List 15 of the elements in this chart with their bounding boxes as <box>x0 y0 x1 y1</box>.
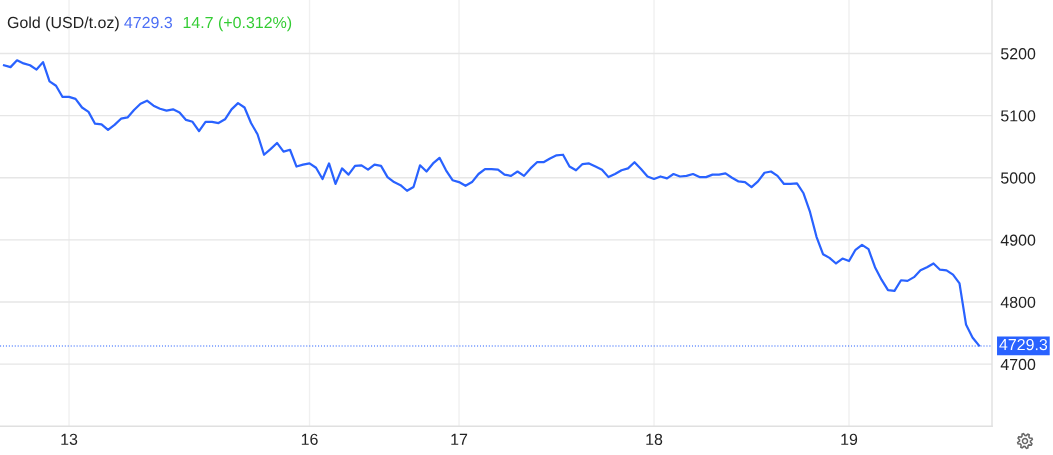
x-tick-label: 18 <box>646 433 663 445</box>
y-tick-label: 5100 <box>1000 110 1036 122</box>
y-tick-label: 4800 <box>1000 296 1036 308</box>
x-tick-label: 17 <box>451 433 468 445</box>
y-tick-label: 4900 <box>1000 234 1036 246</box>
y-tick-label: 5000 <box>1000 172 1036 184</box>
x-tick-label: 13 <box>61 433 78 445</box>
y-tick-label: 4700 <box>1000 358 1036 371</box>
annotation: 14.7 (+0.312%) <box>183 16 292 32</box>
text: Gold (USD/t.oz) <box>7 16 119 32</box>
x-tick-label: 16 <box>301 433 318 445</box>
annotation: 4729.3 <box>124 16 173 29</box>
x-tick-label: 19 <box>841 433 858 445</box>
y-tick-label: 5200 <box>1000 48 1036 60</box>
ref-line-label: 4729.3 <box>999 338 1048 351</box>
